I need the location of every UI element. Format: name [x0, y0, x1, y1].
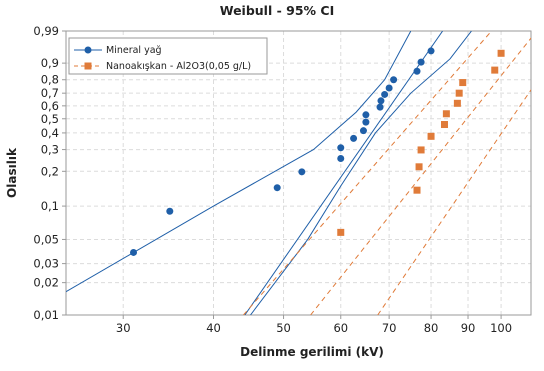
y-tick-label: 0,3 — [41, 143, 59, 157]
point-nano — [497, 49, 505, 57]
point-mineral — [427, 47, 435, 55]
y-tick-label: 0,02 — [33, 276, 59, 290]
point-mineral — [337, 154, 345, 162]
point-mineral — [273, 184, 281, 192]
legend-marker-nano — [84, 62, 92, 70]
x-tick-label: 100 — [490, 321, 512, 335]
point-nano — [459, 79, 467, 87]
y-tick-label: 0,7 — [41, 86, 59, 100]
fit-lines — [66, 31, 531, 315]
point-nano — [442, 110, 450, 118]
ci-lower-nano — [243, 31, 492, 315]
legend-label-nano: Nanoakışkan - Al2O3(0,05 g/L) — [106, 61, 251, 72]
y-axis-title: Olasılık — [5, 147, 19, 198]
x-tick-label: 60 — [333, 321, 348, 335]
point-nano — [427, 132, 435, 140]
point-mineral — [381, 90, 389, 98]
point-nano — [455, 89, 463, 97]
point-nano — [453, 99, 461, 107]
y-tick-label: 0,05 — [33, 232, 59, 246]
point-mineral — [376, 103, 384, 111]
y-tick-label: 0,6 — [41, 99, 59, 113]
chart-title: Weibull - 95% CI — [220, 3, 335, 18]
x-tick-label: 50 — [276, 321, 291, 335]
y-tick-label: 0,03 — [33, 257, 59, 271]
point-mineral — [350, 134, 358, 142]
y-tick-label: 0,99 — [33, 24, 59, 38]
legend: Mineral yağ Nanoakışkan - Al2O3(0,05 g/L… — [68, 37, 268, 75]
y-tick-label: 0,5 — [41, 112, 59, 126]
fit-line-nano — [310, 37, 531, 315]
point-mineral — [417, 58, 425, 66]
point-mineral — [359, 127, 367, 135]
plot-frame — [65, 30, 532, 316]
x-axis-title: Delinme gerilimi (kV) — [240, 345, 384, 359]
y-tick-label: 0,2 — [41, 164, 59, 178]
legend-label-mineral: Mineral yağ — [106, 45, 162, 56]
legend-box — [68, 37, 268, 75]
point-mineral — [385, 84, 393, 92]
y-tick-label: 0,4 — [41, 126, 59, 140]
fit-line-mineral — [244, 31, 444, 315]
ticks: 30 40 50 60 70 80 90 100 0,01 0,02 0,03 0,05 0,1 0,2 0… — [33, 24, 512, 335]
x-tick-label: 80 — [424, 321, 439, 335]
ci-upper-nano — [377, 89, 531, 315]
point-mineral — [298, 168, 306, 176]
x-tick-label: 40 — [206, 321, 221, 335]
point-mineral — [337, 144, 345, 152]
point-nano — [413, 186, 421, 194]
ci-upper-mineral — [250, 31, 472, 315]
ci-lower-mineral — [66, 31, 412, 293]
point-nano — [491, 66, 499, 74]
point-mineral — [130, 248, 138, 256]
x-tick-label: 30 — [116, 321, 131, 335]
y-tick-label: 0,1 — [41, 199, 59, 213]
point-mineral — [362, 118, 370, 126]
point-mineral — [362, 111, 370, 119]
legend-marker-mineral — [84, 46, 92, 54]
x-tick-label: 90 — [461, 321, 476, 335]
y-tick-label: 0,8 — [41, 73, 59, 87]
point-mineral — [166, 207, 174, 215]
point-mineral — [413, 67, 421, 75]
y-tick-label: 0,01 — [33, 308, 59, 322]
data-points — [130, 47, 505, 256]
x-tick-label: 70 — [382, 321, 397, 335]
point-nano — [337, 228, 345, 236]
point-nano — [440, 121, 448, 129]
y-tick-label: 0,9 — [41, 56, 59, 70]
point-nano — [415, 163, 423, 171]
point-mineral — [390, 76, 398, 84]
point-mineral — [377, 97, 385, 105]
point-nano — [417, 146, 425, 154]
